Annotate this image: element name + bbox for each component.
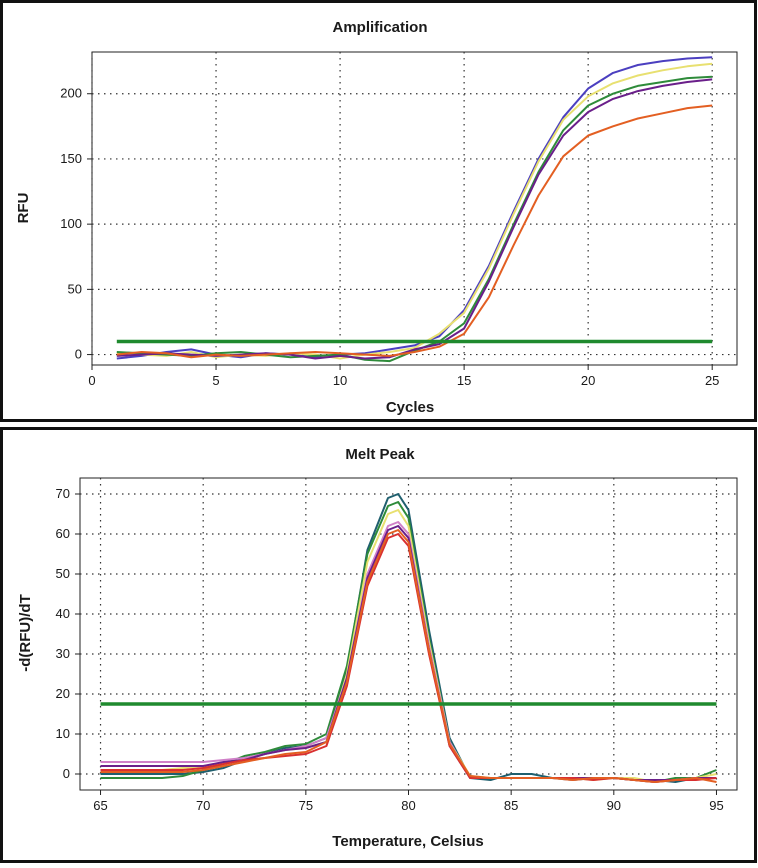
amplification-curve-5	[116, 104, 713, 359]
amplification-curve-3	[116, 75, 713, 363]
melt-peak-x-tick-label: 90	[607, 798, 621, 813]
melt-peak-y-tick-label: 60	[56, 526, 70, 541]
melt-peak-panel: Melt Peak 65 70 75 80 85 90 95010203040506070 …	[0, 427, 757, 863]
melt-peak-y-axis-label: -d(RFU)/dT	[17, 594, 34, 671]
amplification-y-tick-label: 200	[60, 86, 82, 101]
melt-peak-title: Melt Peak	[345, 446, 415, 463]
amplification-x-tick-label: 20	[581, 373, 595, 388]
melt-peak-panel-frame	[0, 427, 757, 863]
amplification-ticks: 0 5 10 15 20 25 0 50 100 150 200	[60, 86, 719, 388]
melt-peak-y-tick-label: 10	[56, 726, 70, 741]
melt-peak-curves	[100, 493, 717, 783]
amplification-x-axis-label: Cycles	[386, 399, 434, 416]
amplification-curves	[116, 56, 713, 363]
melt-peak-x-tick-label: 70	[196, 798, 210, 813]
amplification-grid	[91, 52, 737, 365]
melt-peak-ticks: 65 70 75 80 85 90 95 0 10 20 30 40 50 60 70	[56, 486, 724, 813]
amplification-x-tick-label: 5	[212, 373, 219, 388]
melt-peak-x-tick-label: 75	[299, 798, 313, 813]
amplification-y-tick-label: 100	[60, 216, 82, 231]
amplification-y-tick-label: 50	[68, 281, 82, 296]
melt-peak-y-tick-label: 70	[56, 486, 70, 501]
amplification-y-tick-label: 150	[60, 151, 82, 166]
amplification-x-tick-label: 25	[705, 373, 719, 388]
melt-peak-y-tick-label: 30	[56, 646, 70, 661]
melt-peak-x-tick-label: 85	[504, 798, 518, 813]
melt-peak-y-tick-label: 40	[56, 606, 70, 621]
amplification-y-axis-label: RFU	[15, 193, 32, 224]
amplification-curve-2	[116, 62, 713, 360]
melt-peak-grid	[80, 478, 737, 790]
melt-peak-x-axis-label: Temperature, Celsius	[332, 833, 483, 850]
melt-peak-x-tick-label: 80	[401, 798, 415, 813]
amplification-x-tick-label: 0	[88, 373, 95, 388]
melt-peak-y-tick-label: 20	[56, 686, 70, 701]
melt-peak-x-tick-label: 65	[93, 798, 107, 813]
melt-peak-curve-7	[100, 529, 717, 783]
amplification-panel-frame	[0, 0, 757, 422]
amplification-curve-4	[116, 78, 713, 360]
amplification-title: Amplification	[332, 19, 427, 36]
amplification-x-tick-label: 10	[333, 373, 347, 388]
amplification-panel: Amplification 0 5 10 15 20 25 0 50 100 150 200 Cyc…	[0, 0, 757, 422]
melt-peak-x-tick-label: 95	[709, 798, 723, 813]
amplification-x-tick-label: 15	[457, 373, 471, 388]
melt-peak-y-tick-label: 50	[56, 566, 70, 581]
melt-peak-y-tick-label: 0	[63, 766, 70, 781]
amplification-y-tick-label: 0	[75, 347, 82, 362]
